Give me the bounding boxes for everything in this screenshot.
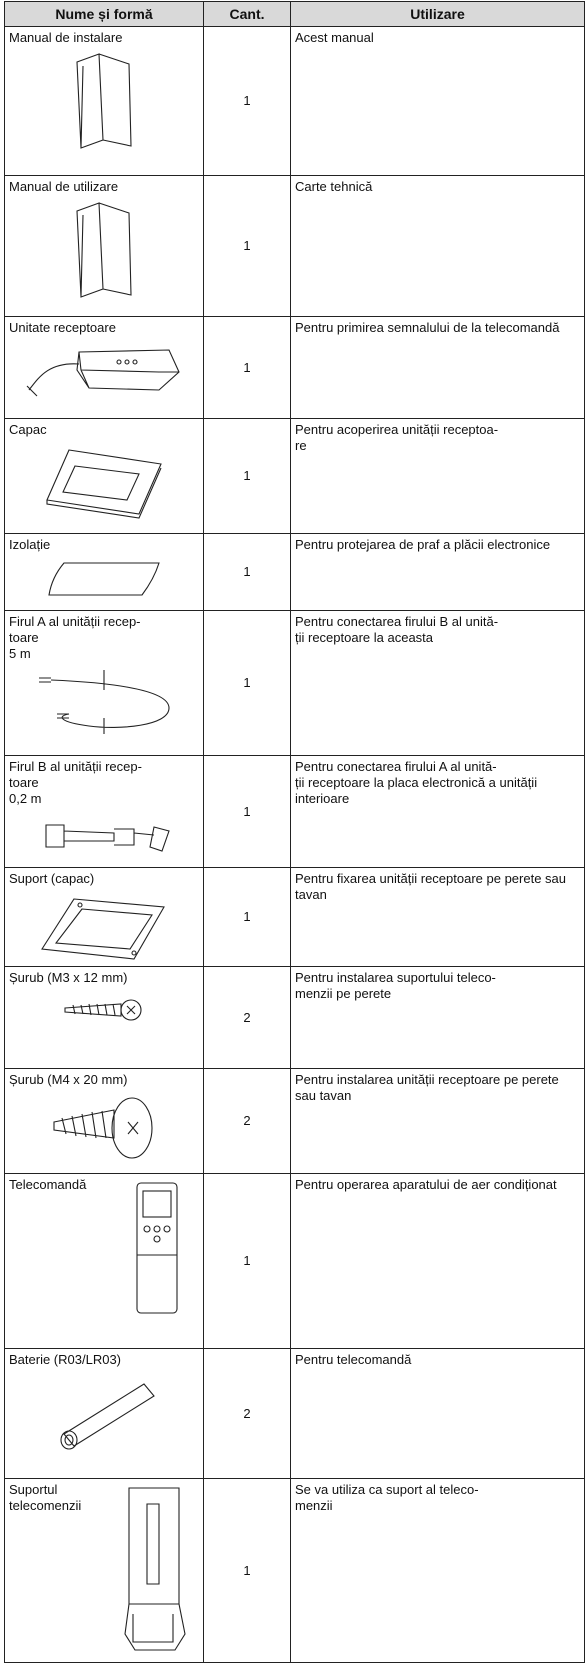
- name-cell: Șurub (M3 x 12 mm): [4, 966, 204, 1069]
- item-name: Suportul telecomenzii: [9, 1482, 82, 1513]
- name-cell: Capac: [4, 418, 204, 534]
- item-row: Manual de instalare 1 Acest manual: [4, 26, 585, 176]
- item-illustration: [45, 824, 170, 852]
- item-illustration: [26, 349, 180, 397]
- item-illustration: [64, 999, 142, 1021]
- item-spec: 0,2 m: [9, 791, 42, 806]
- item-illustration: [39, 670, 170, 734]
- use-cell: Pentru acoperirea unității receptoa- re: [290, 418, 585, 534]
- accessories-table: Nume și formă Cant. Utilizare Manual de …: [4, 1, 585, 1663]
- item-row: Suportul telecomenzii 1 Se va utiliza ca s…: [4, 1478, 585, 1663]
- name-cell: Suportul telecomenzii: [4, 1478, 204, 1663]
- item-row: Manual de utilizare 1 Carte tehnică: [4, 175, 585, 317]
- use-cell: Pentru fixarea unității receptoare pe pe…: [290, 867, 585, 967]
- qty-cell: 1: [203, 175, 291, 317]
- item-illustration: [136, 1182, 178, 1314]
- item-illustration: [76, 53, 132, 149]
- use-cell: Pentru conectarea firului B al unită- ți…: [290, 610, 585, 756]
- item-name: Capac: [9, 422, 47, 437]
- item-row: Șurub (M3 x 12 mm) 2 Pentru instalarea sup…: [4, 966, 585, 1069]
- item-name: Baterie (R03/LR03): [9, 1352, 121, 1367]
- qty-cell: 2: [203, 1348, 291, 1479]
- item-row: Baterie (R03/LR03) 2 Pentru telecomandă: [4, 1348, 585, 1479]
- item-illustration: [46, 449, 162, 519]
- item-name: Izolație: [9, 537, 51, 552]
- item-name: Șurub (M3 x 12 mm): [9, 970, 128, 985]
- qty-cell: 1: [203, 533, 291, 611]
- use-cell: Se va utiliza ca suport al teleco- menzi…: [290, 1478, 585, 1663]
- item-row: Telecomandă 1 Pentru operarea aparatului d…: [4, 1173, 585, 1349]
- item-row: Suport (capac) 1 Pentru fixarea unității r…: [4, 867, 585, 967]
- item-name: Suport (capac): [9, 871, 95, 886]
- item-spec: 5 m: [9, 646, 31, 661]
- use-cell: Pentru operarea aparatului de aer condiț…: [290, 1173, 585, 1349]
- item-name: Unitate receptoare: [9, 320, 116, 335]
- qty-cell: 1: [203, 1173, 291, 1349]
- name-cell: Manual de instalare: [4, 26, 204, 176]
- item-illustration: [41, 898, 165, 960]
- qty-cell: 1: [203, 316, 291, 419]
- item-illustration: [76, 202, 132, 298]
- item-illustration: [48, 562, 160, 596]
- use-cell: Carte tehnică: [290, 175, 585, 317]
- header-cell: Utilizare: [290, 1, 585, 27]
- name-cell: Unitate receptoare: [4, 316, 204, 419]
- qty-cell: 1: [203, 26, 291, 176]
- qty-cell: 1: [203, 418, 291, 534]
- qty-cell: 1: [203, 867, 291, 967]
- item-name: Firul B al unității recep- toare: [9, 759, 142, 790]
- use-cell: Pentru protejarea de praf a plăcii elect…: [290, 533, 585, 611]
- header-cell: Nume și formă: [4, 1, 204, 27]
- header-row: Nume și formă Cant. Utilizare: [4, 1, 585, 27]
- item-row: Firul B al unității recep- toare 0,2 m 1 Pe…: [4, 755, 585, 868]
- item-illustration: [60, 1383, 155, 1450]
- item-name: Telecomandă: [9, 1177, 87, 1192]
- use-cell: Pentru primirea semnalului de la telecom…: [290, 316, 585, 419]
- use-cell: Acest manual: [290, 26, 585, 176]
- item-row: Firul A al unității recep- toare 5 m 1 Pent…: [4, 610, 585, 756]
- use-cell: Pentru instalarea unității receptoare pe…: [290, 1068, 585, 1174]
- use-cell: Pentru instalarea suportului teleco- men…: [290, 966, 585, 1069]
- qty-cell: 1: [203, 610, 291, 756]
- item-row: Unitate receptoare 1 Pentru primirea semna…: [4, 316, 585, 419]
- item-row: Șurub (M4 x 20 mm) 2 Pentru instalarea uni…: [4, 1068, 585, 1174]
- name-cell: Firul A al unității recep- toare 5 m: [4, 610, 204, 756]
- name-cell: Manual de utilizare: [4, 175, 204, 317]
- name-cell: Telecomandă: [4, 1173, 204, 1349]
- item-name: Firul A al unității recep- toare: [9, 614, 141, 645]
- use-cell: Pentru conectarea firului A al unită- ți…: [290, 755, 585, 868]
- name-cell: Șurub (M4 x 20 mm): [4, 1068, 204, 1174]
- qty-cell: 1: [203, 755, 291, 868]
- item-row: Capac 1 Pentru acoperirea unității recepto…: [4, 418, 585, 534]
- qty-cell: 1: [203, 1478, 291, 1663]
- item-row: Izolație 1 Pentru protejarea de praf a plă…: [4, 533, 585, 611]
- name-cell: Suport (capac): [4, 867, 204, 967]
- qty-cell: 2: [203, 966, 291, 1069]
- item-name: Manual de utilizare: [9, 179, 119, 194]
- qty-cell: 2: [203, 1068, 291, 1174]
- item-name: Manual de instalare: [9, 30, 123, 45]
- item-name: Șurub (M4 x 20 mm): [9, 1072, 128, 1087]
- use-cell: Pentru telecomandă: [290, 1348, 585, 1479]
- name-cell: Izolație: [4, 533, 204, 611]
- header-cell: Cant.: [203, 1, 291, 27]
- name-cell: Baterie (R03/LR03): [4, 1348, 204, 1479]
- item-illustration: [53, 1097, 153, 1159]
- item-illustration: [124, 1487, 186, 1651]
- name-cell: Firul B al unității recep- toare 0,2 m: [4, 755, 204, 868]
